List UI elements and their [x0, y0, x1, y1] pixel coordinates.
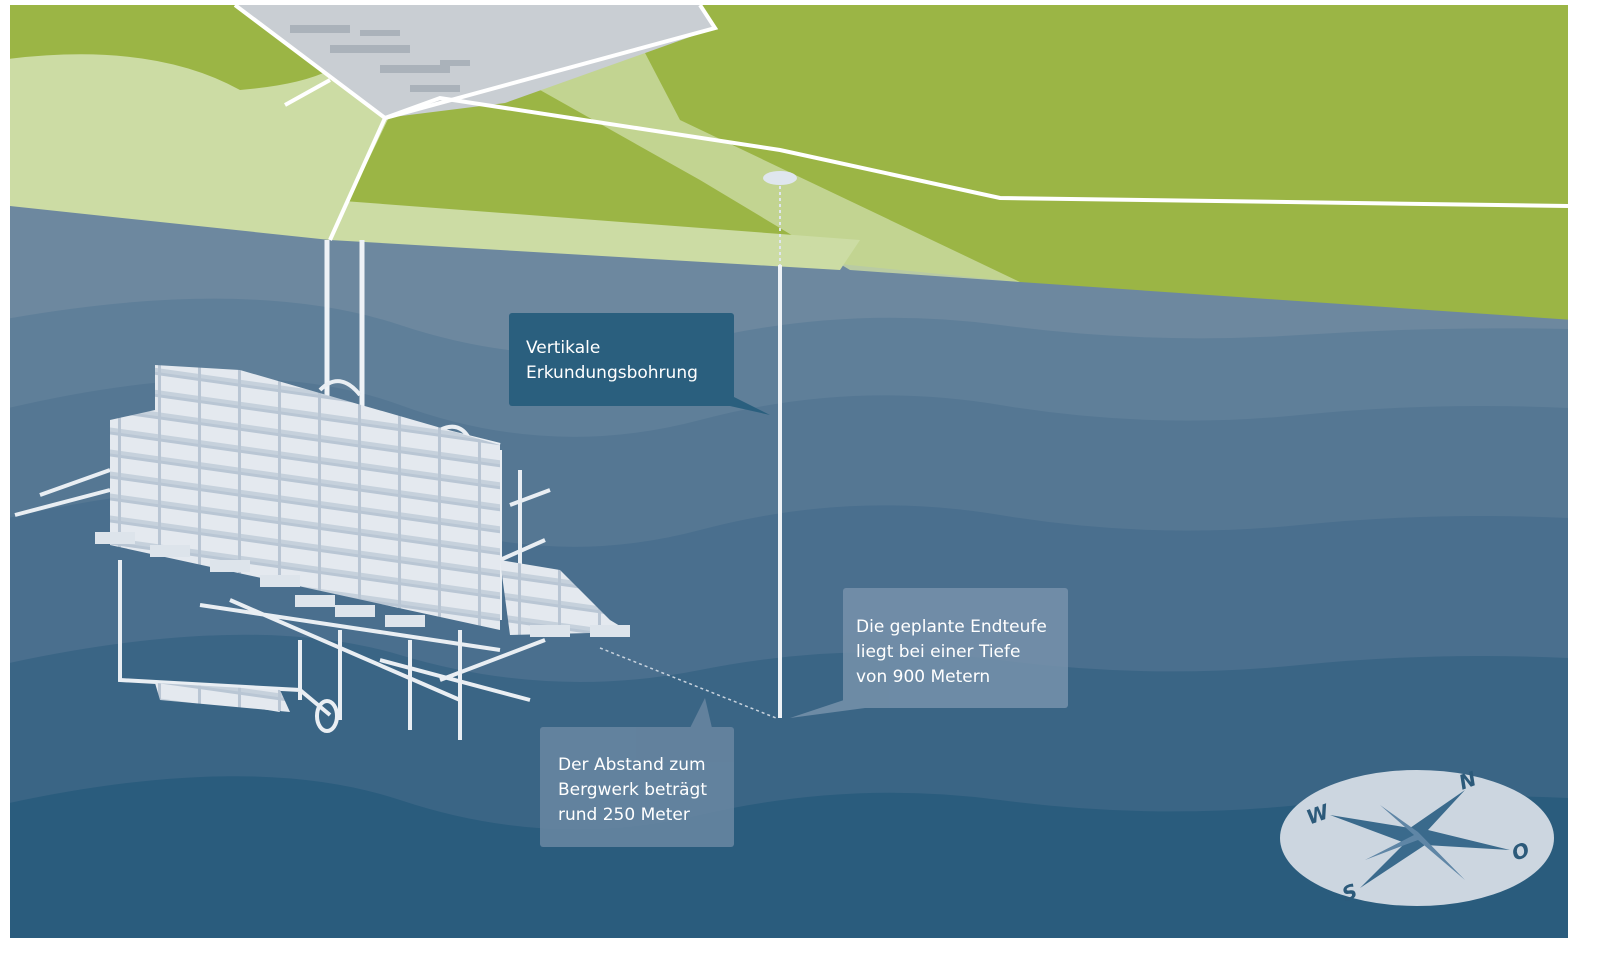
callout-line: von 900 Metern: [856, 667, 990, 687]
terrain-light: [330, 200, 860, 270]
tunnels: [14, 378, 551, 740]
callout-line: Der Abstand zum: [558, 755, 706, 775]
distance-line: [599, 647, 777, 719]
callout-line: Erkundungsbohrung: [526, 363, 698, 383]
callout-line: Die geplante Endteufe: [856, 617, 1047, 637]
callout: [790, 588, 1068, 718]
callout-line: rund 250 Meter: [558, 805, 690, 825]
terrain-light: [460, 5, 1020, 282]
drill-site: [763, 171, 797, 185]
roads: [233, 5, 1568, 241]
compass: N O S W: [1280, 766, 1554, 906]
mine-workings: [155, 683, 290, 712]
callout-line: Bergwerk beträgt: [558, 780, 707, 800]
mine-ledges: [95, 532, 630, 637]
mine-workings: [110, 365, 500, 630]
mine-workings: [500, 560, 630, 635]
callout: Vertikale Erkundungsbohrung: [509, 313, 770, 415]
callout: [540, 698, 734, 847]
settlement: [235, 5, 715, 118]
callout-line: Vertikale: [526, 338, 600, 358]
callout-line: liegt bei einer Tiefe: [856, 642, 1020, 662]
shafts: [324, 240, 365, 420]
buildings: [290, 25, 470, 92]
